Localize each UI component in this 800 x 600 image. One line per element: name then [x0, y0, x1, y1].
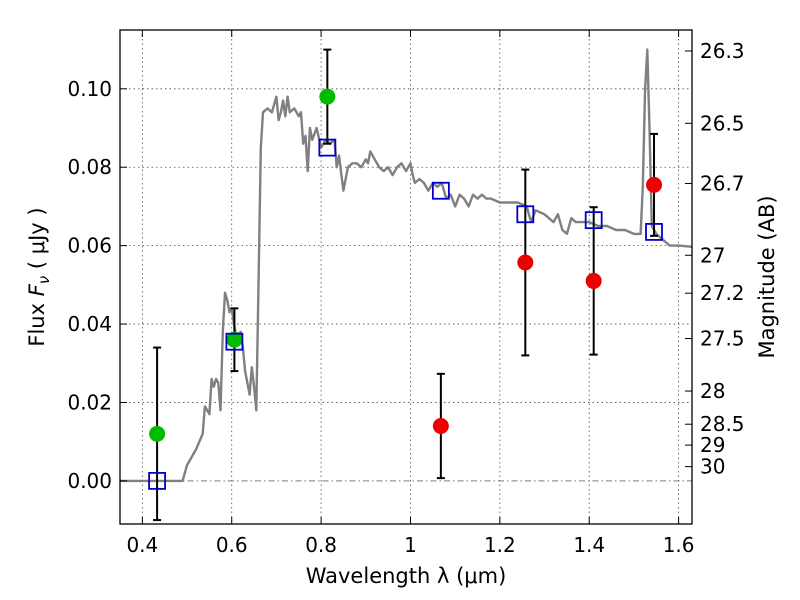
mag-tick-label-7: 28.5 — [700, 412, 745, 436]
measurement-point-1 — [226, 331, 243, 348]
mag-tick-label-4: 27.2 — [700, 281, 745, 305]
model-square-layer — [148, 138, 663, 490]
y-tick-label-1: 0.02 — [67, 390, 112, 414]
y-tick-label-2: 0.04 — [67, 312, 112, 336]
x-tick-label-5: 1.4 — [573, 533, 605, 557]
mag-tick-label-8: 29 — [700, 433, 725, 457]
mag-tick-label-3: 27 — [700, 243, 725, 267]
mag-tick-label-2: 26.7 — [700, 171, 745, 195]
model-square-4 — [516, 205, 535, 224]
mag-tick-label-5: 27.5 — [700, 327, 745, 351]
plot-frame — [119, 29, 693, 525]
measurement-point-3 — [432, 417, 449, 434]
model-layer — [120, 48, 693, 483]
measurement-layer — [149, 88, 663, 442]
y-axis-label-suffix: ( μJy ) — [25, 207, 49, 275]
model-spectrum-line — [120, 48, 693, 483]
x-tick-label-6: 1.6 — [663, 533, 695, 557]
measurement-point-6 — [646, 176, 663, 193]
y-axis-label: Flux Fν ( μJy ) — [25, 207, 53, 346]
model-square-1 — [225, 332, 244, 351]
grid-layer — [120, 30, 692, 524]
x-tick-label-3: 1 — [404, 533, 417, 557]
mag-tick-label-6: 28 — [700, 379, 725, 403]
y-tick-label-3: 0.06 — [67, 234, 112, 258]
y-tick-label-0: 0.00 — [67, 469, 112, 493]
x-tick-label-1: 0.6 — [216, 533, 248, 557]
model-square-5 — [584, 211, 603, 230]
x-tick-label-4: 1.2 — [484, 533, 516, 557]
x-tick-label-0: 0.4 — [126, 533, 158, 557]
model-square-6 — [645, 223, 663, 241]
x-tick-label-2: 0.8 — [305, 533, 337, 557]
mag-tick-label-9: 30 — [700, 455, 725, 479]
y-tick-label-5: 0.10 — [67, 77, 112, 101]
measurement-point-5 — [585, 272, 602, 289]
label-layer: Wavelength λ (μm) Flux Fν ( μJy ) Magnit… — [25, 195, 779, 588]
model-square-0 — [148, 471, 166, 490]
y-axis-label-prefix: Flux — [25, 296, 49, 346]
model-square-2 — [318, 138, 337, 157]
measurement-point-0 — [149, 425, 166, 442]
magnitude-axis-label: Magnitude (AB) — [755, 195, 779, 358]
mag-tick-label-1: 26.5 — [700, 111, 745, 135]
measurement-point-4 — [517, 254, 534, 271]
tick-layer: 0.4 0.6 0.8 1 1.2 1.4 1.6 0.00 0.02 0.04 0.06 0.08 0… — [67, 30, 745, 557]
y-axis-label-var: F — [25, 283, 49, 296]
y-tick-label-4: 0.08 — [67, 155, 112, 179]
mag-tick-label-0: 26.3 — [700, 39, 745, 63]
y-axis-label-sub: ν — [35, 276, 53, 284]
measurement-point-2 — [319, 88, 336, 105]
errorbar-layer — [153, 48, 659, 522]
x-axis-label: Wavelength λ (μm) — [306, 564, 507, 588]
model-square-3 — [431, 181, 450, 200]
